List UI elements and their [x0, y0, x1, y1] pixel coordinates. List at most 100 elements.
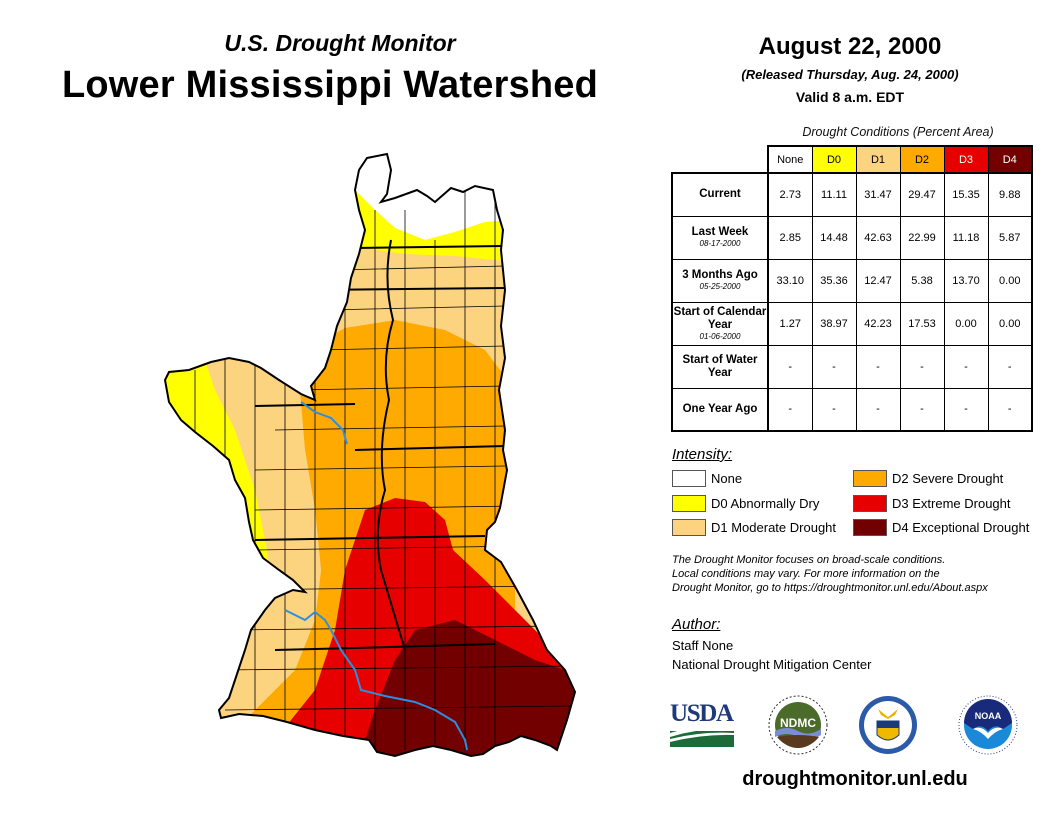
legend-item-d1: D1 Moderate Drought: [672, 519, 836, 536]
valid-time: Valid 8 a.m. EDT: [795, 89, 905, 105]
row-label-text: Start of Calendar Year: [673, 305, 767, 331]
legend-item-d3: D3 Extreme Drought: [853, 495, 1011, 512]
legend-label: D3 Extreme Drought: [892, 496, 1011, 511]
row-label-text: One Year Ago: [682, 402, 758, 415]
row-label: 3 Months Ago 05-25-2000: [671, 258, 769, 303]
row-label: Start of Calendar Year 01-06-2000: [671, 301, 769, 346]
legend-label: D2 Severe Drought: [892, 471, 1004, 486]
cell-d4: 9.88: [987, 172, 1033, 217]
row-label: Start of Water Year: [671, 344, 769, 389]
legend-swatch-d4: [853, 519, 887, 536]
table-row: Last Week 08-17-2000 2.85 14.48 42.63 22.99 11…: [671, 215, 1033, 260]
legend-swatch-d0: [672, 495, 706, 512]
cell-d2: -: [899, 387, 945, 432]
legend-label: D0 Abnormally Dry: [711, 496, 820, 511]
legend-item-d0: D0 Abnormally Dry: [672, 495, 819, 512]
map-zone-d4: [355, 620, 575, 756]
author-name: Staff None: [672, 638, 734, 653]
disclaimer-line: Drought Monitor, go to https://droughtmo…: [672, 582, 988, 594]
legend-swatch-d2: [853, 470, 887, 487]
cell-d1: -: [855, 387, 901, 432]
cell-d4: 0.00: [987, 301, 1033, 346]
legend-item-none: None: [672, 470, 742, 487]
cell-d0: 38.97: [811, 301, 857, 346]
cell-d3: 11.18: [943, 215, 989, 260]
cell-none: -: [767, 387, 813, 432]
usda-logo-text: USDA: [670, 700, 734, 727]
col-header-none: None: [767, 145, 813, 174]
legend-label: None: [711, 471, 743, 486]
row-label: Current: [671, 172, 769, 217]
release-date: (Released Thursday, Aug. 24, 2000): [741, 67, 959, 82]
river: [284, 401, 468, 751]
row-label-text: Current: [699, 188, 741, 201]
legend-swatch-none: [672, 470, 706, 487]
drought-map: [164, 153, 576, 757]
cell-d2: 29.47: [899, 172, 945, 217]
table-caption: Drought Conditions (Percent Area): [802, 125, 994, 139]
author-title: Author:: [672, 616, 721, 633]
cell-d1: 42.63: [855, 215, 901, 260]
noaa-logo-text: NOAA: [975, 711, 1002, 721]
row-label: One Year Ago: [671, 387, 769, 432]
noaa-logo: NOAA: [958, 695, 1018, 755]
partner-logos: USDA NDMC NOAA: [668, 695, 1038, 755]
row-label-text: 3 Months Ago: [682, 269, 758, 281]
cell-d3: 0.00: [943, 301, 989, 346]
cell-d4: 0.00: [987, 258, 1033, 303]
table-corner: [672, 146, 769, 174]
table-row: Start of Water Year - - - - - -: [671, 344, 1033, 389]
cell-d4: 5.87: [987, 215, 1033, 260]
cell-d1: 42.23: [855, 301, 901, 346]
table-row: One Year Ago - - - - - -: [671, 387, 1033, 432]
legend-item-d4: D4 Exceptional Drought: [853, 519, 1029, 536]
legend-swatch-d3: [853, 495, 887, 512]
table-header-row: None D0 D1 D2 D3 D4: [672, 145, 1033, 174]
legend-title: Intensity:: [672, 446, 733, 463]
disclaimer-line: The Drought Monitor focuses on broad-sca…: [672, 554, 946, 566]
cell-none: 33.10: [767, 258, 813, 303]
cell-d0: 14.48: [811, 215, 857, 260]
disclaimer: The Drought Monitor focuses on broad-sca…: [672, 553, 1042, 595]
row-label-text: Start of Water Year: [682, 353, 758, 379]
cell-d0: -: [811, 387, 857, 432]
drought-table: None D0 D1 D2 D3 D4 Current 2.73 11.11 31.4…: [671, 145, 1033, 432]
cell-none: 2.85: [767, 215, 813, 260]
table-row: 3 Months Ago 05-25-2000 33.10 35.36 12.47 5.3…: [671, 258, 1033, 303]
disclaimer-line: Local conditions may vary. For more info…: [672, 568, 940, 580]
county-lines: [194, 190, 575, 750]
map-title: Lower Mississippi Watershed: [61, 64, 599, 106]
row-date: 08-17-2000: [699, 239, 741, 248]
commerce-seal-logo: [859, 696, 917, 754]
row-date: 01-06-2000: [699, 331, 741, 341]
table-row: Start of Calendar Year 01-06-2000 1.27 38.9…: [671, 301, 1033, 346]
row-label-text: Last Week: [691, 226, 749, 238]
author-org: National Drought Mitigation Center: [672, 657, 872, 672]
row-label: Last Week 08-17-2000: [671, 215, 769, 260]
cell-none: -: [767, 344, 813, 389]
cell-d1: 12.47: [855, 258, 901, 303]
cell-d1: 31.47: [855, 172, 901, 217]
col-header-d0: D0: [811, 145, 857, 174]
table-row: Current 2.73 11.11 31.47 29.47 15.35 9.88: [671, 172, 1033, 217]
map-subtitle: U.S. Drought Monitor: [224, 30, 456, 56]
cell-d2: 22.99: [899, 215, 945, 260]
ndmc-logo-text: NDMC: [780, 716, 816, 730]
legend-item-d2: D2 Severe Drought: [853, 470, 1003, 487]
cell-d0: 11.11: [811, 172, 857, 217]
cell-d4: -: [987, 344, 1033, 389]
website-link[interactable]: droughtmonitor.unl.edu: [742, 768, 968, 790]
cell-d3: 13.70: [943, 258, 989, 303]
ndmc-logo: NDMC: [768, 695, 828, 755]
col-header-d3: D3: [943, 145, 989, 174]
cell-none: 1.27: [767, 301, 813, 346]
map-date: August 22, 2000: [758, 33, 942, 60]
legend-label: D1 Moderate Drought: [711, 520, 837, 535]
cell-d3: -: [943, 344, 989, 389]
legend-label: D4 Exceptional Drought: [892, 520, 1030, 535]
cell-d4: -: [987, 387, 1033, 432]
cell-d0: -: [811, 344, 857, 389]
col-header-d2: D2: [899, 145, 945, 174]
row-date: 05-25-2000: [699, 282, 741, 291]
cell-none: 2.73: [767, 172, 813, 217]
